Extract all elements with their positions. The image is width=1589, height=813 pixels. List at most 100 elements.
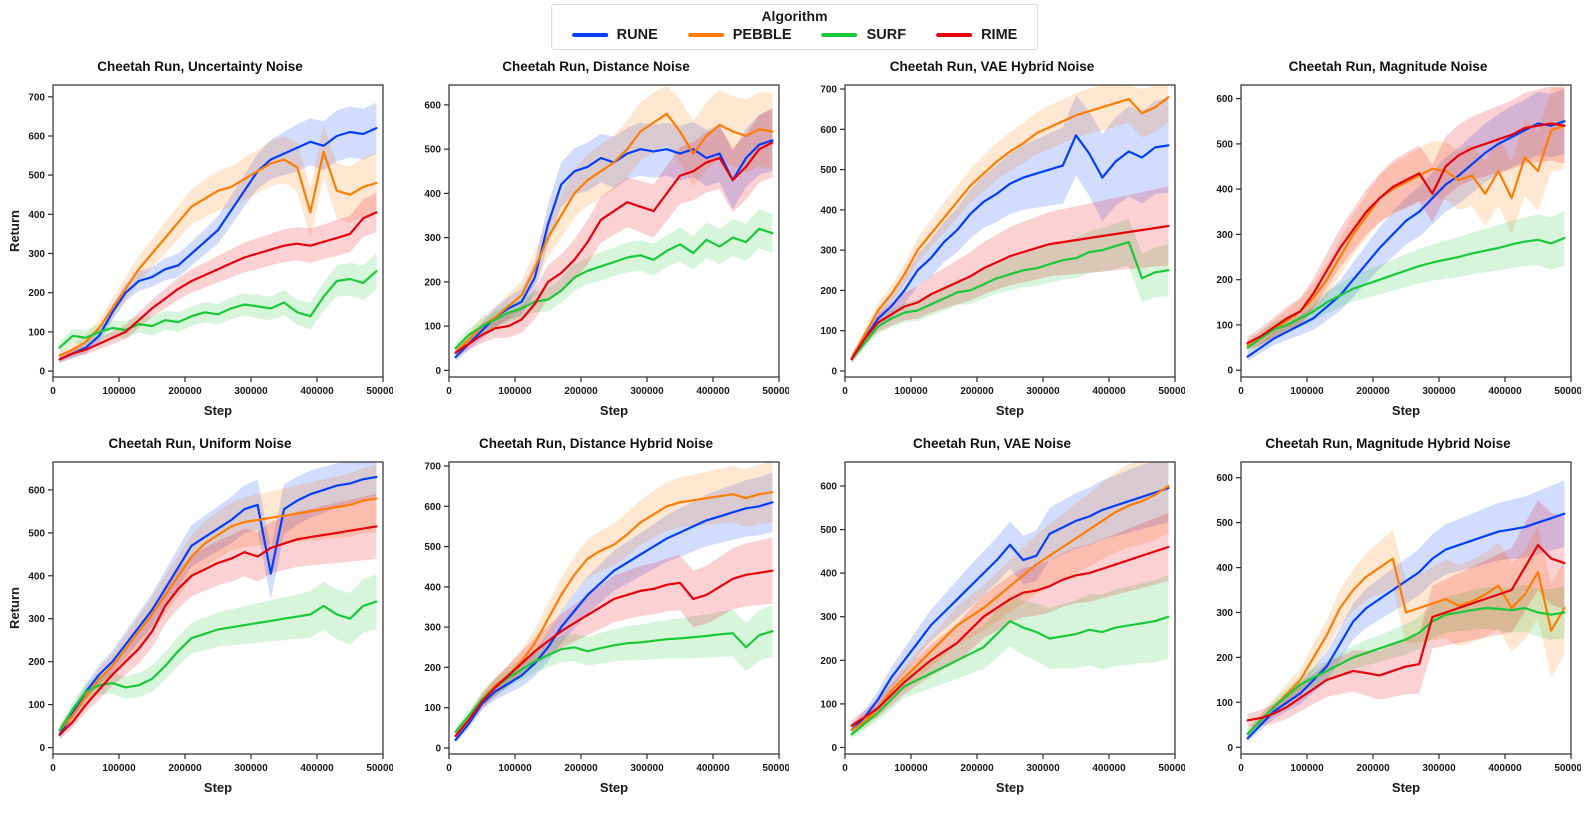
svg-text:200: 200 xyxy=(424,663,441,674)
svg-text:Step: Step xyxy=(600,403,628,418)
svg-text:Step: Step xyxy=(1392,403,1420,418)
svg-text:300000: 300000 xyxy=(1422,763,1456,774)
svg-text:400000: 400000 xyxy=(696,386,730,397)
svg-text:200: 200 xyxy=(820,656,837,667)
svg-text:100: 100 xyxy=(820,699,837,710)
subplot-distance-hybrid-noise: Cheetah Run, Distance Hybrid Noise 0 1000… xyxy=(403,435,789,800)
svg-text:0: 0 xyxy=(831,743,837,754)
svg-text:Return: Return xyxy=(7,210,22,252)
svg-text:400000: 400000 xyxy=(1488,386,1522,397)
svg-text:200000: 200000 xyxy=(564,386,598,397)
svg-text:500: 500 xyxy=(820,525,837,536)
svg-text:0: 0 xyxy=(39,743,45,754)
svg-text:500: 500 xyxy=(424,145,441,156)
svg-text:100: 100 xyxy=(28,327,45,338)
subplot-title: Cheetah Run, Uncertainty Noise xyxy=(97,59,303,74)
svg-text:600: 600 xyxy=(1216,473,1233,484)
svg-text:400000: 400000 xyxy=(300,386,334,397)
svg-text:600: 600 xyxy=(820,125,837,136)
svg-text:200000: 200000 xyxy=(960,386,994,397)
svg-text:300000: 300000 xyxy=(234,763,268,774)
subplot-title: Cheetah Run, Uniform Noise xyxy=(108,436,292,451)
svg-text:0: 0 xyxy=(435,366,441,377)
svg-text:400000: 400000 xyxy=(696,763,730,774)
svg-text:200: 200 xyxy=(28,288,45,299)
svg-text:400: 400 xyxy=(28,571,45,582)
subplot-title: Cheetah Run, VAE Noise xyxy=(912,436,1072,451)
legend-label-rune: RUNE xyxy=(616,27,658,43)
subplot-title: Cheetah Run, Distance Noise xyxy=(502,59,690,74)
figure-legend: Algorithm RUNE PEBBLE SURF RIME xyxy=(550,4,1039,50)
svg-text:600: 600 xyxy=(28,485,45,496)
svg-text:300: 300 xyxy=(820,246,837,257)
subplot-title: Cheetah Run, Distance Hybrid Noise xyxy=(478,436,714,451)
svg-text:400: 400 xyxy=(28,210,45,221)
svg-text:300000: 300000 xyxy=(1026,763,1060,774)
svg-text:300: 300 xyxy=(28,614,45,625)
subplot-vae-hybrid-noise: Cheetah Run, VAE Hybrid Noise 0 100000 200… xyxy=(799,58,1185,423)
legend-item-pebble: PEBBLE xyxy=(687,27,792,43)
svg-text:0: 0 xyxy=(1227,366,1233,377)
svg-text:400000: 400000 xyxy=(300,763,334,774)
svg-text:100000: 100000 xyxy=(498,763,532,774)
svg-text:0: 0 xyxy=(1227,743,1233,754)
svg-text:Step: Step xyxy=(204,403,232,418)
pebble-line-swatch xyxy=(687,33,724,37)
svg-text:300000: 300000 xyxy=(234,386,268,397)
subplot-title: Cheetah Run, Magnitude Noise xyxy=(1288,59,1488,74)
svg-text:100: 100 xyxy=(28,700,45,711)
svg-text:0: 0 xyxy=(446,386,452,397)
svg-text:0: 0 xyxy=(39,367,45,378)
svg-text:100000: 100000 xyxy=(102,386,136,397)
svg-text:0: 0 xyxy=(435,744,441,755)
svg-text:200000: 200000 xyxy=(168,386,202,397)
svg-text:300: 300 xyxy=(28,249,45,260)
svg-text:500: 500 xyxy=(28,528,45,539)
svg-text:300: 300 xyxy=(424,623,441,634)
svg-text:600: 600 xyxy=(424,502,441,513)
svg-text:100000: 100000 xyxy=(1290,386,1324,397)
svg-text:Step: Step xyxy=(1392,780,1420,795)
svg-text:100000: 100000 xyxy=(1290,763,1324,774)
svg-text:0: 0 xyxy=(50,763,56,774)
legend-row: RUNE PEBBLE SURF RIME xyxy=(571,27,1017,43)
svg-text:200000: 200000 xyxy=(168,763,202,774)
legend-item-rime: RIME xyxy=(936,27,1017,43)
legend-item-surf: SURF xyxy=(821,27,906,43)
svg-text:300: 300 xyxy=(1216,608,1233,619)
svg-text:100000: 100000 xyxy=(498,386,532,397)
svg-text:100: 100 xyxy=(820,326,837,337)
svg-text:300000: 300000 xyxy=(630,386,664,397)
svg-text:300000: 300000 xyxy=(1026,386,1060,397)
svg-text:200000: 200000 xyxy=(564,763,598,774)
svg-text:200: 200 xyxy=(28,657,45,668)
svg-text:100000: 100000 xyxy=(894,386,928,397)
legend-label-rime: RIME xyxy=(981,27,1018,43)
svg-text:300: 300 xyxy=(1216,230,1233,241)
svg-text:200000: 200000 xyxy=(1356,763,1390,774)
svg-text:0: 0 xyxy=(842,386,848,397)
legend-title: Algorithm xyxy=(761,8,828,24)
rime-line-swatch xyxy=(936,33,973,37)
legend-item-rune: RUNE xyxy=(571,27,658,43)
svg-text:600: 600 xyxy=(1216,94,1233,105)
svg-text:400: 400 xyxy=(1216,185,1233,196)
subplot-magnitude-hybrid-noise: Cheetah Run, Magnitude Hybrid Noise 0 100… xyxy=(1195,435,1581,800)
svg-text:100: 100 xyxy=(424,322,441,333)
svg-text:400: 400 xyxy=(820,569,837,580)
svg-text:300000: 300000 xyxy=(630,763,664,774)
svg-text:400: 400 xyxy=(820,205,837,216)
svg-text:Step: Step xyxy=(996,403,1024,418)
svg-text:300: 300 xyxy=(820,612,837,623)
